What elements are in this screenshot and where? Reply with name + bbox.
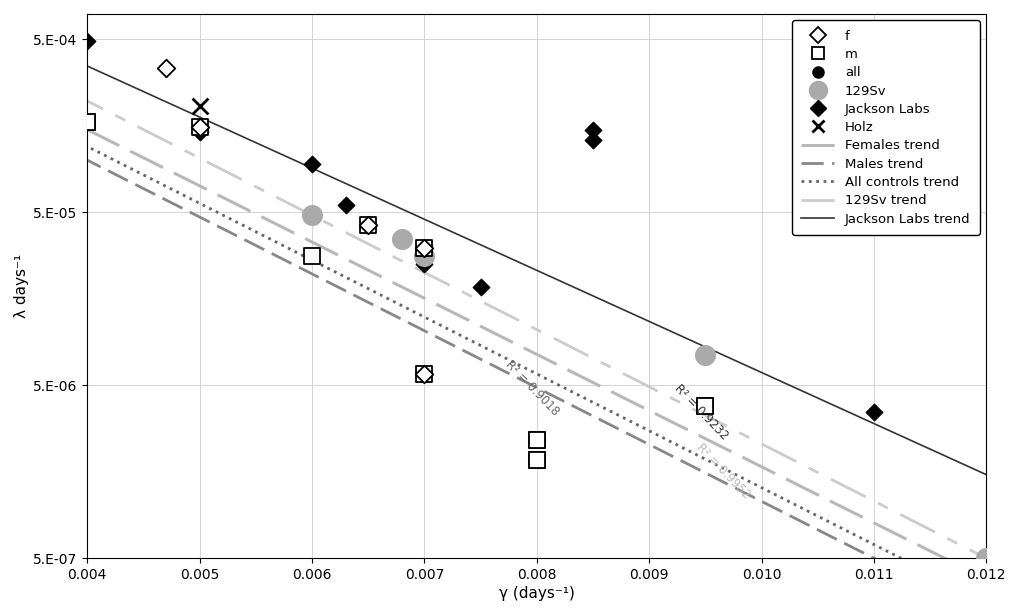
- Text: R² = 0.9232: R² = 0.9232: [671, 382, 730, 442]
- Point: [416, 243, 432, 253]
- Point: [697, 401, 713, 411]
- Point: [528, 435, 544, 445]
- Point: [78, 117, 95, 127]
- Point: [304, 159, 320, 169]
- Point: [584, 135, 600, 145]
- Point: [416, 369, 432, 379]
- Text: R² = 0.9952: R² = 0.9952: [694, 441, 752, 501]
- Point: [584, 125, 600, 135]
- Y-axis label: λ days⁻¹: λ days⁻¹: [14, 254, 29, 318]
- Point: [360, 220, 376, 230]
- Point: [416, 369, 432, 379]
- Point: [192, 122, 208, 132]
- Point: [78, 117, 95, 127]
- Point: [865, 407, 881, 417]
- Point: [360, 220, 376, 230]
- Point: [78, 117, 95, 127]
- Point: [416, 260, 432, 269]
- Point: [304, 251, 320, 261]
- Point: [192, 127, 208, 137]
- Legend: f, m, all, 129Sv, Jackson Labs, Holz, Females trend, Males trend, All controls t: f, m, all, 129Sv, Jackson Labs, Holz, Fe…: [792, 20, 979, 235]
- Point: [528, 435, 544, 445]
- X-axis label: γ (days⁻¹): γ (days⁻¹): [498, 586, 574, 601]
- Point: [416, 369, 432, 379]
- Point: [360, 220, 376, 230]
- Point: [416, 243, 432, 253]
- Point: [192, 122, 208, 132]
- Point: [416, 243, 432, 253]
- Point: [304, 210, 320, 220]
- Point: [528, 435, 544, 445]
- Point: [528, 455, 544, 465]
- Point: [697, 401, 713, 411]
- Text: R² = 0.9018: R² = 0.9018: [502, 358, 561, 418]
- Point: [977, 554, 994, 563]
- Point: [528, 455, 544, 465]
- Point: [393, 234, 410, 244]
- Point: [78, 36, 95, 46]
- Point: [192, 101, 208, 111]
- Point: [416, 251, 432, 261]
- Point: [158, 63, 174, 73]
- Point: [360, 220, 376, 230]
- Point: [472, 282, 488, 292]
- Point: [192, 122, 208, 132]
- Point: [528, 455, 544, 465]
- Point: [697, 350, 713, 360]
- Point: [697, 401, 713, 411]
- Point: [192, 122, 208, 132]
- Point: [337, 200, 354, 210]
